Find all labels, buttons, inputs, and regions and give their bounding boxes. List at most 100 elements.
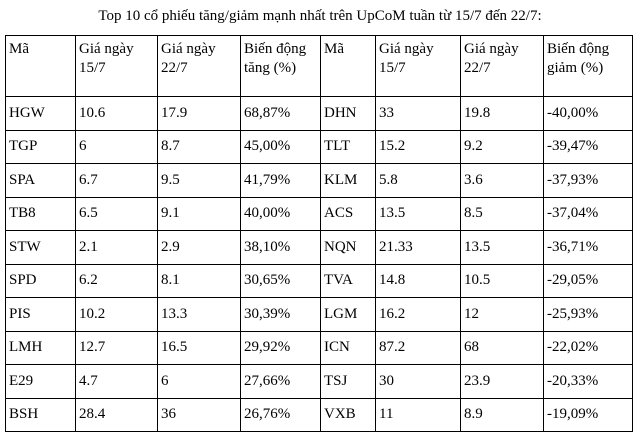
cell: 12.7	[75, 330, 158, 365]
cell: 87.2	[375, 330, 461, 365]
header-row: Mã Giá ngày 15/7 Giá ngày 22/7 Biến động tă…	[5, 35, 633, 97]
cell: ICN	[320, 330, 376, 365]
cell: 6.2	[75, 263, 158, 298]
cell: TSJ	[320, 364, 376, 399]
cell: 12	[460, 297, 544, 332]
data-row: PIS 10.2 13.3 30,39% LGM 16.2 12 -25,93%	[5, 297, 633, 332]
cell: E29	[5, 364, 76, 399]
cell: 30,65%	[240, 263, 321, 298]
title: Top 10 cổ phiếu tăng/giảm mạnh nhất trên…	[98, 8, 542, 24]
cell: VXB	[320, 397, 376, 432]
cell: 6	[157, 364, 241, 399]
cell: 45,00%	[240, 129, 321, 164]
cell: 33	[375, 96, 461, 131]
data-row: TGP 6 8.7 45,00% TLT 15.2 9.2 -39,47%	[5, 129, 633, 164]
cell: 26,76%	[240, 397, 321, 432]
cell: -29,05%	[543, 263, 633, 298]
header-cell: Giá ngày 22/7	[460, 35, 544, 97]
cell: 4.7	[75, 364, 158, 399]
cell: 68,87%	[240, 96, 321, 131]
cell: SPA	[5, 163, 76, 198]
cell: -36,71%	[543, 230, 633, 265]
cell: -22,02%	[543, 330, 633, 365]
cell: -20,33%	[543, 364, 633, 399]
cell: 14.8	[375, 263, 461, 298]
cell: 6	[75, 129, 158, 164]
data-row: SPD 6.2 8.1 30,65% TVA 14.8 10.5 -29,05%	[5, 263, 633, 298]
data-row: SPA 6.7 9.5 41,79% KLM 5.8 3.6 -37,93%	[5, 163, 633, 198]
cell: 40,00%	[240, 196, 321, 231]
cell: 10.2	[75, 297, 158, 332]
cell: 2.9	[157, 230, 241, 265]
cell: BSH	[5, 397, 76, 432]
cell: 19.8	[460, 96, 544, 131]
data-row: E29 4.7 6 27,66% TSJ 30 23.9 -20,33%	[5, 364, 633, 399]
cell: -39,47%	[543, 129, 633, 164]
cell: -25,93%	[543, 297, 633, 332]
cell: 8.5	[460, 196, 544, 231]
cell: SPD	[5, 263, 76, 298]
cell: ACS	[320, 196, 376, 231]
cell: 8.1	[157, 263, 241, 298]
cell: 5.8	[375, 163, 461, 198]
cell: 17.9	[157, 96, 241, 131]
cell: -19,09%	[543, 397, 633, 432]
cell: 16.2	[375, 297, 461, 332]
cell: 41,79%	[240, 163, 321, 198]
data-row: LMH 12.7 16.5 29,92% ICN 87.2 68 -22,02%	[5, 330, 633, 365]
header-cell: Giá ngày 22/7	[157, 35, 241, 97]
cell: 15.2	[375, 129, 461, 164]
cell: 9.2	[460, 129, 544, 164]
cell: 3.6	[460, 163, 544, 198]
header-cell: Mã	[5, 35, 76, 97]
cell: 28.4	[75, 397, 158, 432]
cell: 6.7	[75, 163, 158, 198]
cell: 16.5	[157, 330, 241, 365]
cell: TGP	[5, 129, 76, 164]
cell: NQN	[320, 230, 376, 265]
cell: 13.5	[460, 230, 544, 265]
header-cell: Mã	[320, 35, 376, 97]
cell: 11	[375, 397, 461, 432]
cell: KLM	[320, 163, 376, 198]
cell: 8.9	[460, 397, 544, 432]
cell: 13.5	[375, 196, 461, 231]
cell: TB8	[5, 196, 76, 231]
cell: 21.33	[375, 230, 461, 265]
cell: TLT	[320, 129, 376, 164]
header-cell: Giá ngày 15/7	[75, 35, 158, 97]
cell: 27,66%	[240, 364, 321, 399]
cell: 10.5	[460, 263, 544, 298]
cell: HGW	[5, 96, 76, 131]
cell: 30	[375, 364, 461, 399]
cell: -37,04%	[543, 196, 633, 231]
cell: LMH	[5, 330, 76, 365]
cell: 13.3	[157, 297, 241, 332]
cell: 2.1	[75, 230, 158, 265]
header-cell: Giá ngày 15/7	[375, 35, 461, 97]
header-cell: Biến động giảm (%)	[543, 35, 633, 97]
cell: 8.7	[157, 129, 241, 164]
cell: DHN	[320, 96, 376, 131]
cell: 23.9	[460, 364, 544, 399]
cell: 10.6	[75, 96, 158, 131]
cell: 9.1	[157, 196, 241, 231]
cell: TVA	[320, 263, 376, 298]
cell: STW	[5, 230, 76, 265]
data-row: TB8 6.5 9.1 40,00% ACS 13.5 8.5 -37,04%	[5, 196, 633, 231]
cell: 29,92%	[240, 330, 321, 365]
cell: 9.5	[157, 163, 241, 198]
data-row: HGW 10.6 17.9 68,87% DHN 33 19.8 -40,00%	[5, 96, 633, 131]
cell: LGM	[320, 297, 376, 332]
header-cell: Biến động tăng (%)	[240, 35, 321, 97]
cell: 6.5	[75, 196, 158, 231]
cell: PIS	[5, 297, 76, 332]
data-row: BSH 28.4 36 26,76% VXB 11 8.9 -19,09%	[5, 397, 633, 432]
data-row: STW 2.1 2.9 38,10% NQN 21.33 13.5 -36,71%	[5, 230, 633, 265]
cell: 38,10%	[240, 230, 321, 265]
cell: -40,00%	[543, 96, 633, 131]
cell: -37,93%	[543, 163, 633, 198]
cell: 30,39%	[240, 297, 321, 332]
cell: 36	[157, 397, 241, 432]
